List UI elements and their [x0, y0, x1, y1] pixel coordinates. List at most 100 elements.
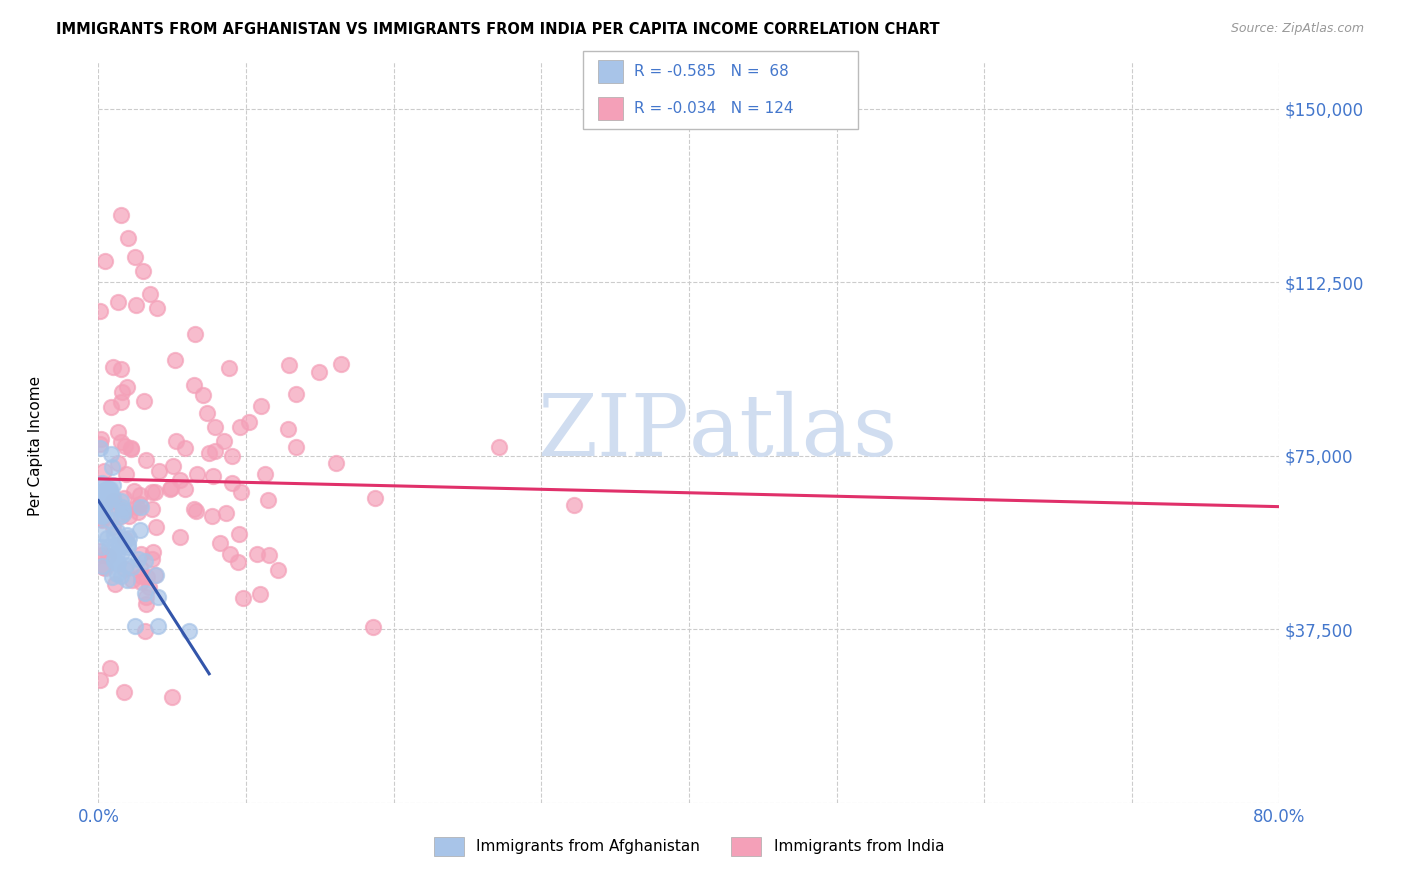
- Point: [107, 294, 129, 309]
- Point: [90, 432, 112, 446]
- Point: [128, 488, 150, 502]
- Point: [101, 520, 124, 534]
- Point: [120, 442, 142, 457]
- Point: [128, 524, 150, 538]
- Point: [97, 549, 120, 564]
- Point: [110, 509, 132, 524]
- Point: [94, 254, 117, 268]
- Point: [135, 452, 157, 467]
- Point: [101, 570, 124, 584]
- Point: [285, 387, 308, 401]
- Point: [253, 467, 276, 481]
- Point: [110, 568, 132, 582]
- Point: [129, 547, 152, 561]
- Point: [89, 673, 111, 688]
- Point: [93, 483, 115, 498]
- Point: [91, 508, 114, 522]
- Point: [249, 587, 271, 601]
- Point: [129, 568, 152, 582]
- Point: [107, 425, 129, 439]
- Point: [110, 434, 132, 449]
- Point: [159, 482, 181, 496]
- Point: [228, 555, 250, 569]
- Point: [127, 505, 149, 519]
- Point: [118, 509, 141, 524]
- Point: [107, 556, 129, 570]
- Point: [169, 473, 191, 487]
- Point: [129, 500, 152, 514]
- Point: [89, 478, 111, 492]
- Point: [124, 250, 146, 264]
- Point: [146, 591, 169, 605]
- Point: [218, 360, 240, 375]
- Point: [117, 380, 139, 394]
- Point: [146, 619, 169, 633]
- Point: [127, 500, 149, 514]
- Point: [89, 304, 111, 318]
- Point: [214, 434, 236, 449]
- Point: [214, 507, 236, 521]
- Point: [103, 477, 125, 491]
- Point: [143, 485, 166, 500]
- Point: [134, 585, 156, 599]
- Point: [108, 540, 131, 554]
- Point: [89, 484, 111, 499]
- Point: [201, 469, 224, 483]
- Point: [89, 504, 111, 518]
- Point: [174, 482, 197, 496]
- Point: [89, 544, 111, 558]
- Point: [125, 298, 148, 312]
- Point: [136, 570, 159, 584]
- Point: [110, 546, 132, 560]
- Point: [229, 484, 252, 499]
- Text: atlas: atlas: [689, 391, 898, 475]
- Point: [90, 526, 112, 541]
- Text: Per Capita Income: Per Capita Income: [28, 376, 42, 516]
- Point: [98, 660, 121, 674]
- Point: [139, 286, 162, 301]
- Point: [267, 563, 290, 577]
- Point: [325, 456, 347, 470]
- Point: [105, 567, 128, 582]
- Point: [135, 590, 157, 604]
- Point: [115, 558, 138, 573]
- Point: [100, 484, 122, 499]
- Point: [97, 483, 120, 497]
- Point: [100, 400, 122, 414]
- Point: [229, 420, 252, 434]
- Point: [257, 493, 280, 508]
- Point: [361, 619, 384, 633]
- Point: [160, 690, 183, 705]
- Point: [107, 456, 129, 470]
- Point: [110, 500, 132, 514]
- Point: [165, 353, 187, 368]
- Point: [141, 485, 163, 500]
- Point: [134, 624, 156, 639]
- Point: [221, 449, 243, 463]
- Point: [91, 508, 114, 523]
- Point: [121, 573, 143, 587]
- Point: [98, 493, 121, 508]
- Point: [103, 554, 125, 568]
- Point: [174, 441, 197, 455]
- Point: [90, 503, 112, 517]
- Point: [101, 494, 124, 508]
- Point: [562, 498, 585, 512]
- Point: [110, 208, 132, 222]
- Point: [114, 439, 136, 453]
- Point: [184, 327, 207, 342]
- Point: [111, 384, 134, 399]
- Point: [112, 533, 135, 548]
- Point: [183, 377, 205, 392]
- Point: [94, 504, 117, 518]
- Point: [98, 513, 121, 527]
- Point: [115, 528, 138, 542]
- Point: [277, 358, 299, 372]
- Point: [94, 497, 117, 511]
- Point: [141, 552, 163, 566]
- Point: [238, 415, 260, 429]
- Point: [142, 544, 165, 558]
- Text: ZIP: ZIP: [537, 391, 689, 475]
- Point: [90, 500, 112, 515]
- Point: [135, 597, 157, 611]
